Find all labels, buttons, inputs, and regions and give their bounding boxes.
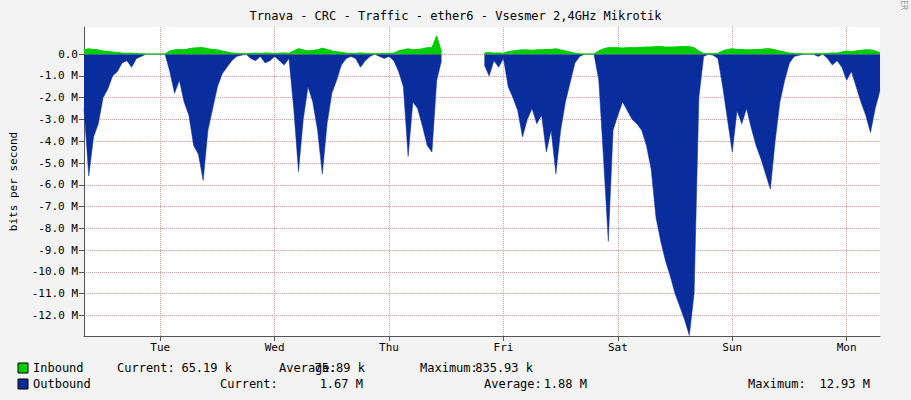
svg-text:-4.0 M: -4.0 M [38,135,78,148]
svg-text:bits per second: bits per second [7,132,20,231]
svg-text:-5.0 M: -5.0 M [38,157,78,170]
svg-text:RRDTOOL / TOBI OETIKER: RRDTOOL / TOBI OETIKER [899,0,908,10]
svg-text:Mon: Mon [837,341,857,354]
svg-text:-11.0 M: -11.0 M [32,287,79,300]
svg-text:Thu: Thu [379,341,399,354]
svg-text:Current:: Current: [117,361,175,375]
svg-text:-3.0 M: -3.0 M [38,113,78,126]
svg-text:-7.0 M: -7.0 M [38,200,78,213]
svg-text:Average:: Average: [279,361,337,375]
svg-text:Current:: Current: [220,377,278,391]
svg-text:Sat: Sat [608,341,628,354]
svg-text:-9.0 M: -9.0 M [38,244,78,257]
svg-text:Maximum:: Maximum: [420,361,478,375]
svg-text:-10.0 M: -10.0 M [32,265,79,278]
svg-text:Tue: Tue [150,341,170,354]
svg-text:75.89 k: 75.89 k [314,361,365,375]
svg-text:1.67 M: 1.67 M [320,377,363,391]
svg-text:-2.0 M: -2.0 M [38,91,78,104]
svg-text:12.93 M: 12.93 M [819,377,870,391]
svg-text:Wed: Wed [265,341,285,354]
svg-text:Sun: Sun [722,341,742,354]
svg-text:Average:: Average: [484,377,542,391]
svg-text:-8.0 M: -8.0 M [38,222,78,235]
svg-text:Fri: Fri [494,341,514,354]
svg-text:Outbound: Outbound [33,377,91,391]
svg-text:1.88 M: 1.88 M [544,377,587,391]
svg-text:-6.0 M: -6.0 M [38,178,78,191]
svg-text:Inbound: Inbound [33,361,84,375]
svg-text:-12.0 M: -12.0 M [32,309,79,322]
svg-text:65.19 k: 65.19 k [181,361,232,375]
svg-text:Maximum:: Maximum: [748,377,806,391]
svg-text:835.93 k: 835.93 k [475,361,534,375]
svg-text:Trnava - CRC - Traffic - ether: Trnava - CRC - Traffic - ether6 - Vsesme… [250,9,663,23]
svg-text:-1.0 M: -1.0 M [38,69,78,82]
svg-text:0.0: 0.0 [58,48,78,61]
